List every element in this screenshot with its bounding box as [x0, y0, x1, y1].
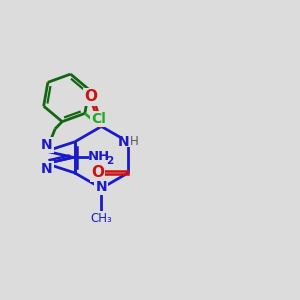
Text: O: O [84, 89, 97, 104]
Text: N: N [117, 135, 129, 149]
Text: N: N [41, 162, 52, 176]
FancyBboxPatch shape [89, 152, 112, 163]
Text: N: N [96, 180, 107, 194]
Text: 2: 2 [106, 156, 113, 166]
Text: CH₃: CH₃ [91, 212, 112, 225]
Text: O: O [91, 165, 104, 180]
Text: NH: NH [88, 150, 110, 163]
Text: Cl: Cl [91, 112, 106, 126]
FancyBboxPatch shape [120, 137, 136, 147]
Text: N: N [41, 138, 52, 152]
Text: H: H [130, 135, 138, 148]
